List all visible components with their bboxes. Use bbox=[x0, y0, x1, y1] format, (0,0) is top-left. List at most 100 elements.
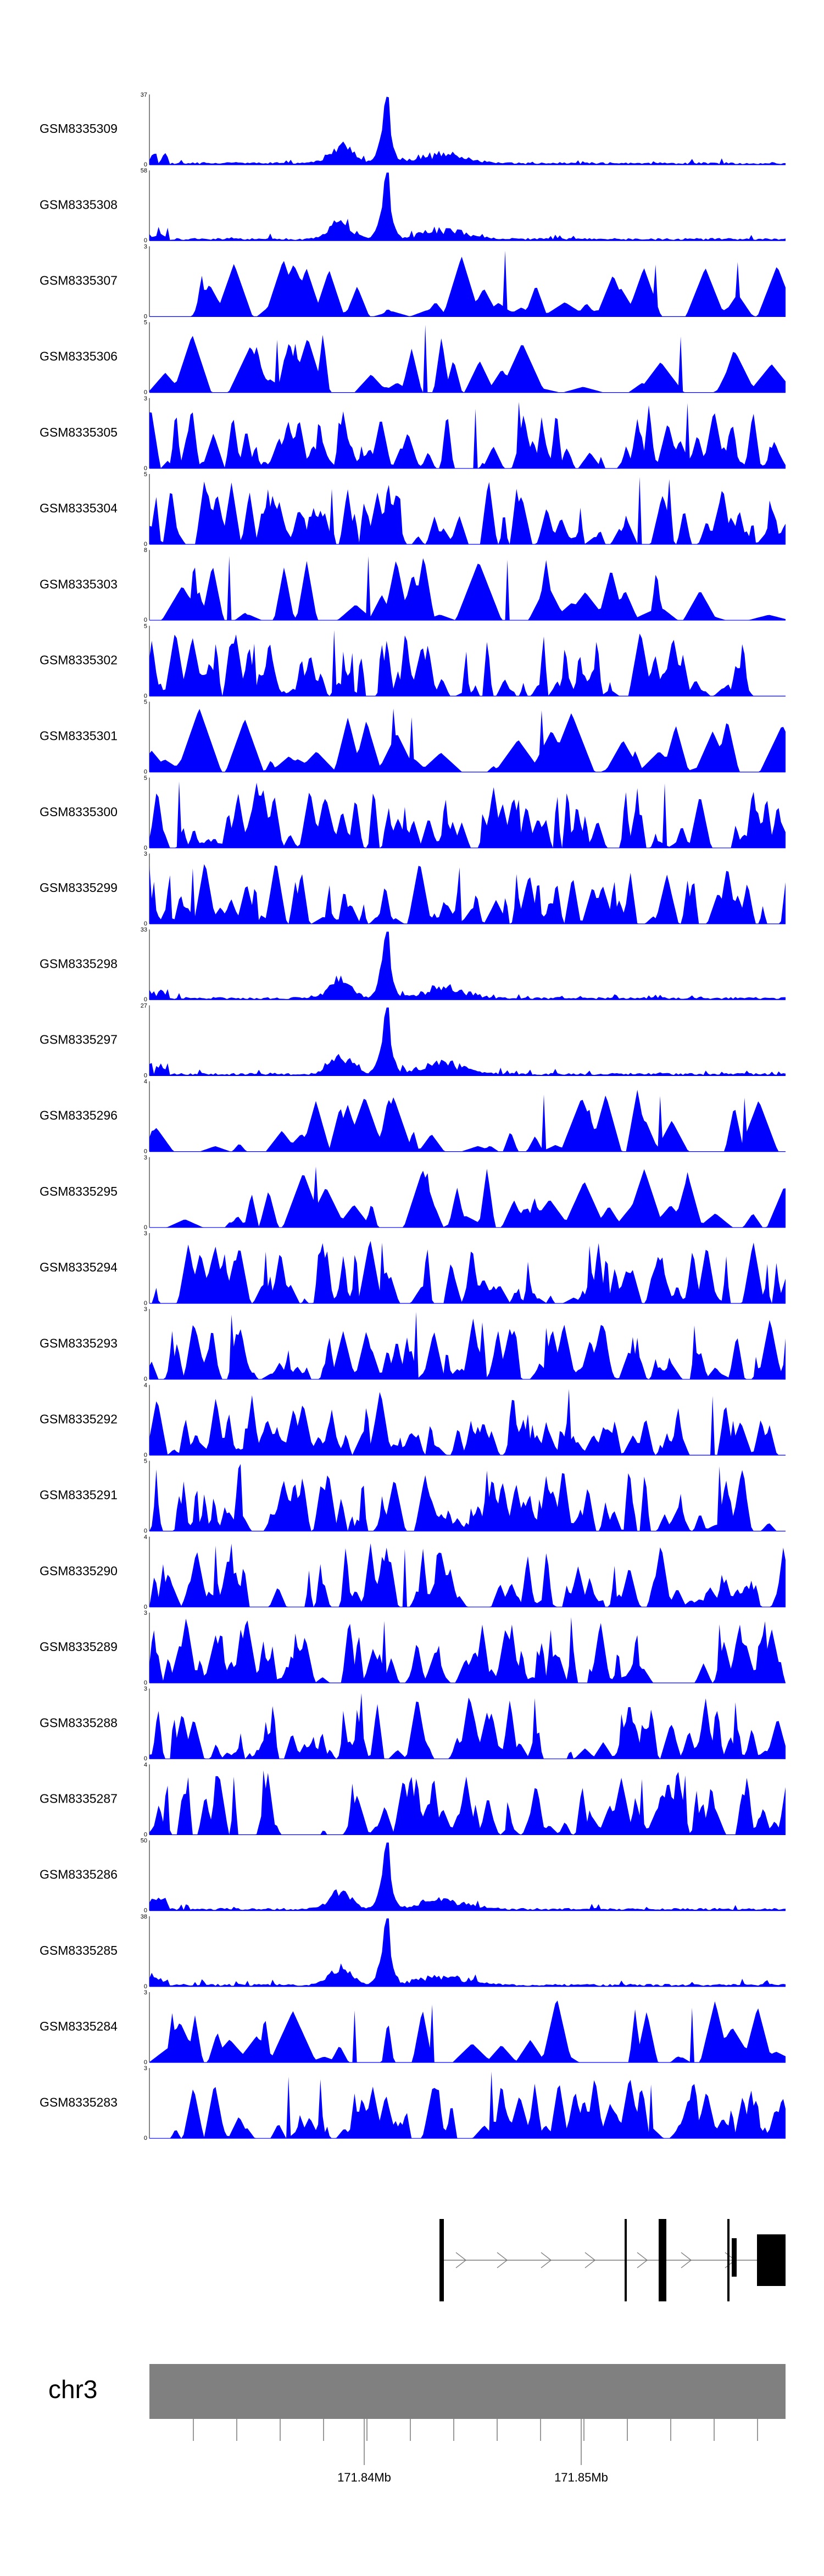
track-GSM8335294: GSM8335294 3 0 bbox=[40, 1230, 786, 1307]
y-max-label: 8 bbox=[144, 547, 147, 554]
y-min-label: 0 bbox=[144, 996, 147, 1003]
signal-area bbox=[149, 1918, 786, 1987]
signal-area bbox=[149, 402, 786, 469]
track-GSM8335292: GSM8335292 4 0 bbox=[40, 1382, 786, 1458]
track-label: GSM8335299 bbox=[40, 880, 118, 895]
signal-area bbox=[149, 2000, 786, 2062]
exon bbox=[732, 2238, 737, 2277]
y-max-label: 38 bbox=[141, 1914, 147, 1920]
track-label: GSM8335289 bbox=[40, 1640, 118, 1654]
y-max-label: 4 bbox=[144, 1761, 147, 1768]
track-label: GSM8335297 bbox=[40, 1032, 118, 1046]
track-GSM8335286: GSM8335286 50 0 bbox=[40, 1838, 786, 1914]
track-label: GSM8335293 bbox=[40, 1336, 118, 1350]
y-min-label: 0 bbox=[144, 237, 147, 244]
signal-area bbox=[149, 1617, 786, 1683]
strand-arrow bbox=[584, 2252, 596, 2268]
exon bbox=[625, 2219, 627, 2301]
signal-area bbox=[149, 932, 786, 1000]
y-max-label: 33 bbox=[141, 927, 147, 933]
y-max-label: 3 bbox=[144, 1686, 147, 1692]
track-label: GSM8335284 bbox=[40, 2019, 118, 2033]
y-max-label: 37 bbox=[141, 92, 147, 98]
track-GSM8335291: GSM8335291 5 0 bbox=[40, 1458, 786, 1535]
signal-area bbox=[149, 97, 786, 165]
gene-model bbox=[439, 2219, 786, 2301]
strand-arrow bbox=[541, 2252, 552, 2268]
y-min-label: 0 bbox=[144, 389, 147, 396]
y-max-label: 5 bbox=[144, 320, 147, 326]
track-label: GSM8335301 bbox=[40, 729, 118, 743]
track-label: GSM8335295 bbox=[40, 1184, 118, 1198]
y-min-label: 0 bbox=[144, 1300, 147, 1307]
y-max-label: 4 bbox=[144, 1079, 147, 1085]
y-max-label: 3 bbox=[144, 1610, 147, 1616]
y-min-label: 0 bbox=[144, 1680, 147, 1686]
signal-area bbox=[149, 1770, 786, 1835]
track-GSM8335306: GSM8335306 5 0 bbox=[40, 320, 786, 396]
track-label: GSM8335308 bbox=[40, 197, 118, 211]
track-label: GSM8335304 bbox=[40, 501, 118, 515]
track-GSM8335297: GSM8335297 27 0 bbox=[40, 1002, 786, 1079]
y-max-label: 50 bbox=[141, 1838, 147, 1844]
signal-area bbox=[149, 1842, 786, 1911]
y-min-label: 0 bbox=[144, 1072, 147, 1079]
track-label: GSM8335296 bbox=[40, 1108, 118, 1123]
track-label: GSM8335298 bbox=[40, 956, 118, 971]
signal-area bbox=[149, 1241, 786, 1303]
signal-area bbox=[149, 2071, 786, 2139]
track-label: GSM8335285 bbox=[40, 1943, 118, 1958]
y-min-label: 0 bbox=[144, 921, 147, 927]
strand-arrow bbox=[681, 2252, 692, 2268]
y-min-label: 0 bbox=[144, 541, 147, 548]
track-GSM8335289: GSM8335289 3 0 bbox=[40, 1610, 786, 1686]
y-min-label: 0 bbox=[144, 465, 147, 472]
signal-area bbox=[149, 1007, 786, 1076]
track-label: GSM8335288 bbox=[40, 1715, 118, 1730]
track-GSM8335308: GSM8335308 58 0 bbox=[40, 168, 786, 244]
y-min-label: 0 bbox=[144, 845, 147, 851]
track-GSM8335304: GSM8335304 5 0 bbox=[40, 471, 786, 548]
y-max-label: 4 bbox=[144, 1534, 147, 1541]
strand-arrow bbox=[455, 2252, 467, 2268]
y-max-label: 5 bbox=[144, 699, 147, 706]
signal-area bbox=[149, 864, 786, 924]
track-GSM8335290: GSM8335290 4 0 bbox=[40, 1534, 786, 1610]
track-label: GSM8335294 bbox=[40, 1260, 118, 1274]
signal-area bbox=[149, 325, 786, 393]
exon bbox=[441, 2230, 444, 2290]
signal-area bbox=[149, 781, 786, 848]
y-max-label: 3 bbox=[144, 1306, 147, 1313]
track-GSM8335302: GSM8335302 5 0 bbox=[40, 623, 786, 699]
signal-area bbox=[149, 709, 786, 772]
track-label: GSM8335306 bbox=[40, 349, 118, 364]
track-GSM8335296: GSM8335296 4 0 bbox=[40, 1079, 786, 1155]
track-label: GSM8335303 bbox=[40, 577, 118, 591]
y-min-label: 0 bbox=[144, 313, 147, 320]
signal-area bbox=[149, 1464, 786, 1531]
track-GSM8335298: GSM8335298 33 0 bbox=[40, 927, 786, 1003]
track-label: GSM8335307 bbox=[40, 273, 118, 287]
track-GSM8335303: GSM8335303 8 0 bbox=[40, 547, 786, 623]
y-max-label: 58 bbox=[141, 168, 147, 174]
signal-area bbox=[149, 1090, 786, 1152]
track-label: GSM8335302 bbox=[40, 653, 118, 667]
y-max-label: 5 bbox=[144, 623, 147, 629]
y-min-label: 0 bbox=[144, 1755, 147, 1762]
exon bbox=[757, 2234, 786, 2286]
track-GSM8335283: GSM8335283 3 0 bbox=[40, 2065, 786, 2142]
y-max-label: 3 bbox=[144, 1155, 147, 1161]
track-label: GSM8335290 bbox=[40, 1564, 118, 1578]
axis-coordinate-label: 171.84Mb bbox=[337, 2471, 391, 2484]
strand-arrow bbox=[637, 2252, 648, 2268]
signal-area bbox=[149, 250, 786, 317]
signal-area bbox=[149, 477, 786, 544]
signal-tracks: GSM8335309370GSM8335308580GSM833530730GS… bbox=[40, 92, 786, 2142]
track-GSM8335284: GSM8335284 3 0 bbox=[40, 1989, 786, 2066]
signal-area bbox=[149, 1166, 786, 1228]
chromosome-ideogram: chr3 bbox=[48, 2364, 786, 2419]
track-GSM8335287: GSM8335287 4 0 bbox=[40, 1761, 786, 1838]
y-max-label: 5 bbox=[144, 775, 147, 782]
track-GSM8335307: GSM8335307 3 0 bbox=[40, 243, 786, 320]
track-GSM8335285: GSM8335285 38 0 bbox=[40, 1914, 786, 1990]
